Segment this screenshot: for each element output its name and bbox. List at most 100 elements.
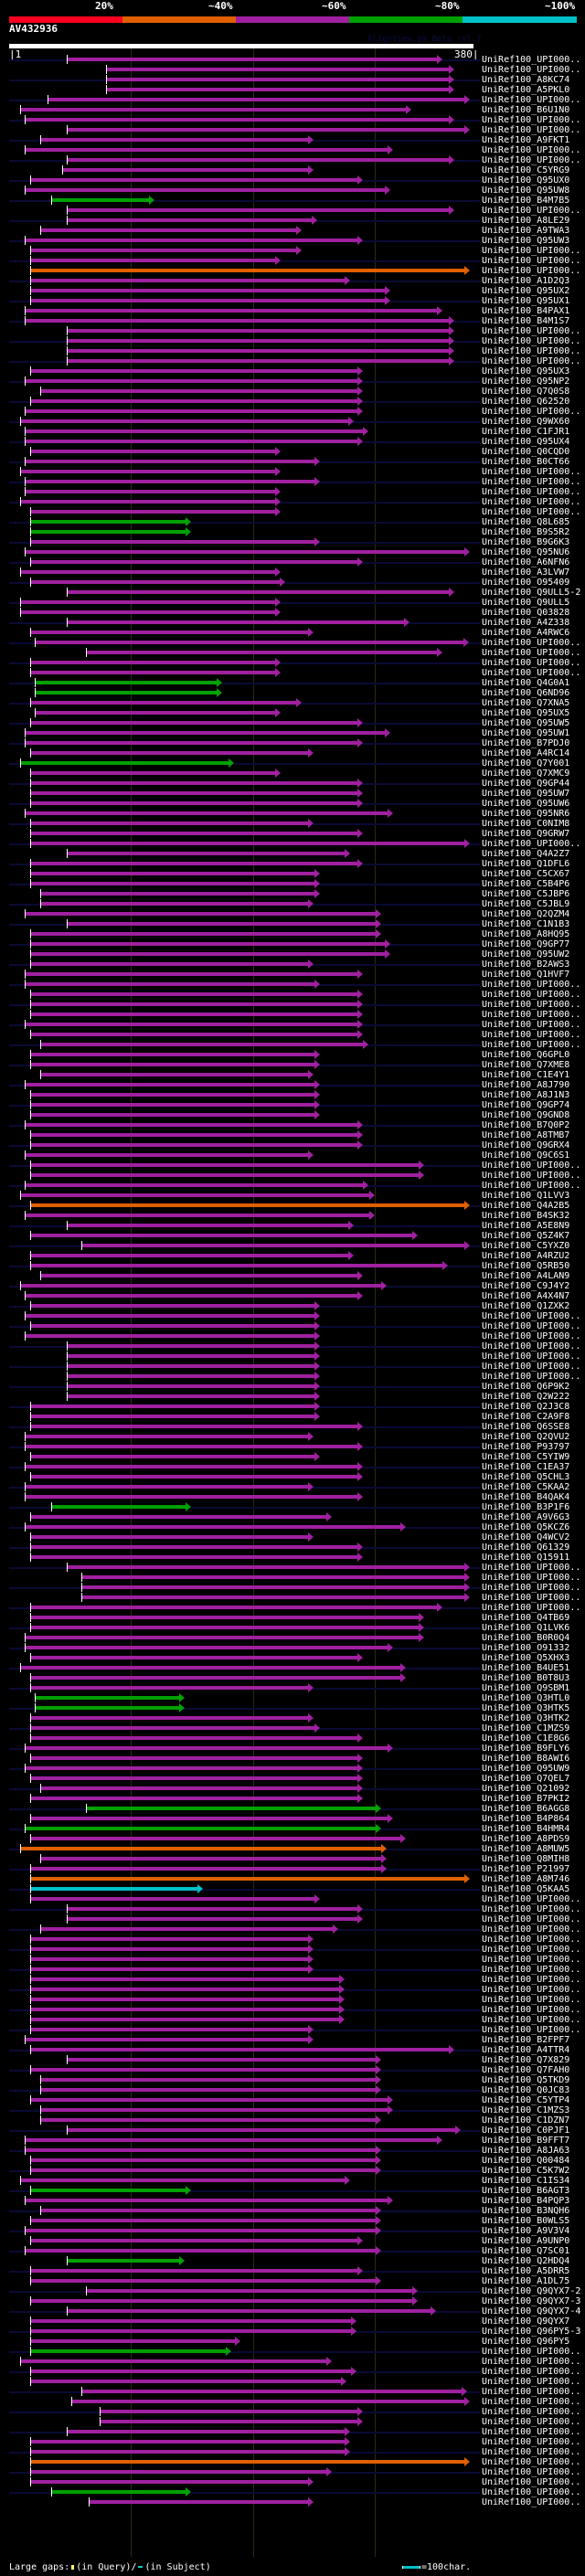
hit-label[interactable]: UniRef100_A4TTR4: [482, 2045, 570, 2055]
hit-label[interactable]: UniRef100_UPI000..: [482, 2487, 581, 2497]
hit-label[interactable]: UniRef100_UPI000..: [482, 1311, 581, 1321]
hit-row[interactable]: UniRef100_C1E8G6: [0, 1733, 585, 1744]
hit-label[interactable]: UniRef100_UPI000..: [482, 1331, 581, 1341]
hit-label[interactable]: UniRef100_C1N1B3: [482, 919, 570, 929]
hit-label[interactable]: UniRef100_UPI000..: [482, 638, 581, 648]
hit-label[interactable]: UniRef100_B9S5R2: [482, 527, 570, 537]
hit-row[interactable]: UniRef100_A9UNP0: [0, 2236, 585, 2246]
alignment-bar[interactable]: [35, 1696, 180, 1700]
hit-label[interactable]: UniRef100_UPI000..: [482, 2005, 581, 2015]
hit-label[interactable]: UniRef100_Q9ULL5-2: [482, 588, 581, 598]
hit-row[interactable]: UniRef100_Q7XMC9: [0, 769, 585, 779]
hit-row[interactable]: UniRef100_Q7X829: [0, 2055, 585, 2065]
hit-row[interactable]: UniRef100_Q03828: [0, 608, 585, 618]
alignment-bar[interactable]: [29, 751, 309, 755]
alignment-bar[interactable]: [100, 2410, 357, 2413]
hit-label[interactable]: UniRef100_UPI000..: [482, 346, 581, 356]
hit-label[interactable]: UniRef100_C5YIW9: [482, 1452, 570, 1462]
hit-row[interactable]: UniRef100_A8KC74: [0, 75, 585, 85]
hit-row[interactable]: UniRef100_Q9GRW7: [0, 829, 585, 839]
alignment-bar[interactable]: [29, 1967, 309, 1971]
alignment-bar[interactable]: [39, 2088, 376, 2092]
hit-row[interactable]: UniRef100_Q1ZXK2: [0, 1301, 585, 1311]
hit-row[interactable]: UniRef100_Q5CHL3: [0, 1472, 585, 1482]
alignment-bar[interactable]: [47, 98, 464, 101]
hit-row[interactable]: UniRef100_UPI000..: [0, 1573, 585, 1583]
hit-label[interactable]: UniRef100_UPI000..: [482, 2457, 581, 2467]
alignment-bar[interactable]: [25, 2249, 376, 2253]
hit-label[interactable]: UniRef100_UPI000..: [482, 266, 581, 276]
hit-label[interactable]: UniRef100_Q95NP2: [482, 376, 570, 387]
hit-row[interactable]: UniRef100_Q4A2B5: [0, 1201, 585, 1211]
hit-label[interactable]: UniRef100_A8M746: [482, 1874, 570, 1884]
hit-row[interactable]: UniRef100_UPI000..: [0, 2407, 585, 2417]
hit-row[interactable]: UniRef100_Q9ULL5: [0, 598, 585, 608]
alignment-bar[interactable]: [20, 610, 275, 614]
hit-label[interactable]: UniRef100_UPI000..: [482, 125, 581, 135]
hit-row[interactable]: UniRef100_B3NQH6: [0, 2206, 585, 2216]
hit-label[interactable]: UniRef100_Q95UW8: [482, 186, 570, 196]
alignment-bar[interactable]: [39, 1043, 364, 1046]
alignment-bar[interactable]: [25, 550, 464, 554]
hit-row[interactable]: UniRef100_UPI000..: [0, 839, 585, 849]
alignment-bar[interactable]: [66, 339, 450, 343]
alignment-bar[interactable]: [29, 1133, 357, 1137]
hit-label[interactable]: UniRef100_Q5TKD9: [482, 2075, 570, 2085]
alignment-bar[interactable]: [25, 2199, 388, 2202]
hit-row[interactable]: UniRef100_UPI000..: [0, 1583, 585, 1593]
alignment-bar[interactable]: [29, 1012, 357, 1016]
hit-label[interactable]: UniRef100_UPI000..: [482, 246, 581, 256]
hit-row[interactable]: UniRef100_C5JBL9: [0, 899, 585, 909]
hit-row[interactable]: UniRef100_UPI000..: [0, 356, 585, 366]
hit-label[interactable]: UniRef100_UPI000..: [482, 1161, 581, 1171]
hit-label[interactable]: UniRef100_Q03828: [482, 608, 570, 618]
hit-row[interactable]: UniRef100_UPI000..: [0, 346, 585, 356]
hit-label[interactable]: UniRef100_Q95UW6: [482, 799, 570, 809]
alignment-bar[interactable]: [39, 892, 314, 896]
hit-row[interactable]: UniRef100_A5E8N9: [0, 1221, 585, 1231]
alignment-bar[interactable]: [20, 570, 275, 574]
hit-row[interactable]: UniRef100_Q7XNA5: [0, 698, 585, 708]
hit-label[interactable]: UniRef100_B4P864: [482, 1814, 570, 1824]
alignment-bar[interactable]: [29, 872, 314, 875]
hit-label[interactable]: UniRef100_A5E8N9: [482, 1221, 570, 1231]
alignment-bar[interactable]: [25, 1294, 357, 1298]
hit-row[interactable]: UniRef100_B4HMR4: [0, 1824, 585, 1834]
hit-row[interactable]: UniRef100_Q4G0A1: [0, 678, 585, 688]
alignment-bar[interactable]: [29, 399, 357, 403]
alignment-bar[interactable]: [25, 480, 314, 483]
alignment-bar[interactable]: [25, 2138, 437, 2142]
hit-label[interactable]: UniRef100_Q9C6S1: [482, 1150, 570, 1161]
hit-row[interactable]: UniRef100_B6AGG8: [0, 1804, 585, 1814]
hit-row[interactable]: UniRef100_C1MZS9: [0, 1723, 585, 1733]
alignment-bar[interactable]: [66, 208, 450, 212]
hit-label[interactable]: UniRef100_A9UNP0: [482, 2236, 570, 2246]
hit-label[interactable]: UniRef100_Q5KCZ6: [482, 1522, 570, 1532]
hit-row[interactable]: UniRef100_Q96PY5-3: [0, 2327, 585, 2337]
hit-label[interactable]: UniRef100_B9FLY6: [482, 1744, 570, 1754]
hit-row[interactable]: UniRef100_UPI000..: [0, 1311, 585, 1321]
hit-label[interactable]: UniRef100_Q95UX2: [482, 286, 570, 296]
hit-label[interactable]: UniRef100_UPI000..: [482, 1975, 581, 1985]
hit-label[interactable]: UniRef100_UPI000..: [482, 407, 581, 417]
alignment-bar[interactable]: [50, 1505, 186, 1509]
hit-label[interactable]: UniRef100_UPI000..: [482, 2467, 581, 2477]
alignment-bar[interactable]: [29, 771, 275, 775]
hit-row[interactable]: UniRef100_UPI000..: [0, 1040, 585, 1050]
hit-row[interactable]: UniRef100_C5YTP4: [0, 2095, 585, 2105]
hit-row[interactable]: UniRef100_A4Z338: [0, 618, 585, 628]
alignment-bar[interactable]: [25, 440, 357, 443]
alignment-bar[interactable]: [66, 128, 464, 132]
hit-label[interactable]: UniRef100_Q9GND8: [482, 1110, 570, 1120]
hit-row[interactable]: UniRef100_A9FKT1: [0, 135, 585, 145]
alignment-bar[interactable]: [25, 1636, 419, 1639]
alignment-bar[interactable]: [25, 1465, 357, 1468]
hit-label[interactable]: UniRef100_UPI000..: [482, 155, 581, 165]
hit-label[interactable]: UniRef100_UPI000..: [482, 668, 581, 678]
hit-label[interactable]: UniRef100_Q4TB69: [482, 1613, 570, 1623]
alignment-bar[interactable]: [105, 78, 450, 81]
alignment-bar[interactable]: [25, 239, 357, 242]
hit-row[interactable]: UniRef100_Q5KCZ6: [0, 1522, 585, 1532]
hit-row[interactable]: UniRef100_UPI000..: [0, 1331, 585, 1341]
alignment-bar[interactable]: [39, 1274, 357, 1277]
